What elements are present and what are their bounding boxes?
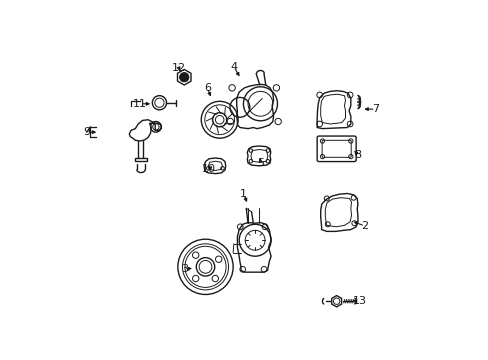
Circle shape [179,73,188,82]
Text: 1: 1 [240,189,247,199]
Text: 2: 2 [361,221,368,231]
Polygon shape [203,158,225,174]
Text: 13: 13 [352,296,366,306]
Polygon shape [320,94,345,124]
Polygon shape [250,149,267,162]
Text: 8: 8 [354,150,361,160]
Text: 6: 6 [203,83,210,93]
Polygon shape [317,91,350,129]
Polygon shape [177,69,191,85]
Text: 3: 3 [181,264,187,274]
Text: 9: 9 [83,127,90,137]
FancyBboxPatch shape [322,140,350,157]
Polygon shape [247,146,270,166]
Polygon shape [331,296,341,307]
Text: 11: 11 [133,99,146,109]
Polygon shape [236,84,273,129]
Polygon shape [320,193,357,231]
Text: 5: 5 [256,158,264,168]
Polygon shape [325,198,351,227]
Polygon shape [129,120,161,141]
Polygon shape [237,222,270,272]
FancyBboxPatch shape [317,136,355,162]
Text: 12: 12 [171,63,185,73]
Text: 7: 7 [371,104,378,114]
Bar [134,158,147,161]
Text: 4: 4 [230,62,237,72]
Text: 10: 10 [202,165,216,174]
Polygon shape [208,161,222,170]
